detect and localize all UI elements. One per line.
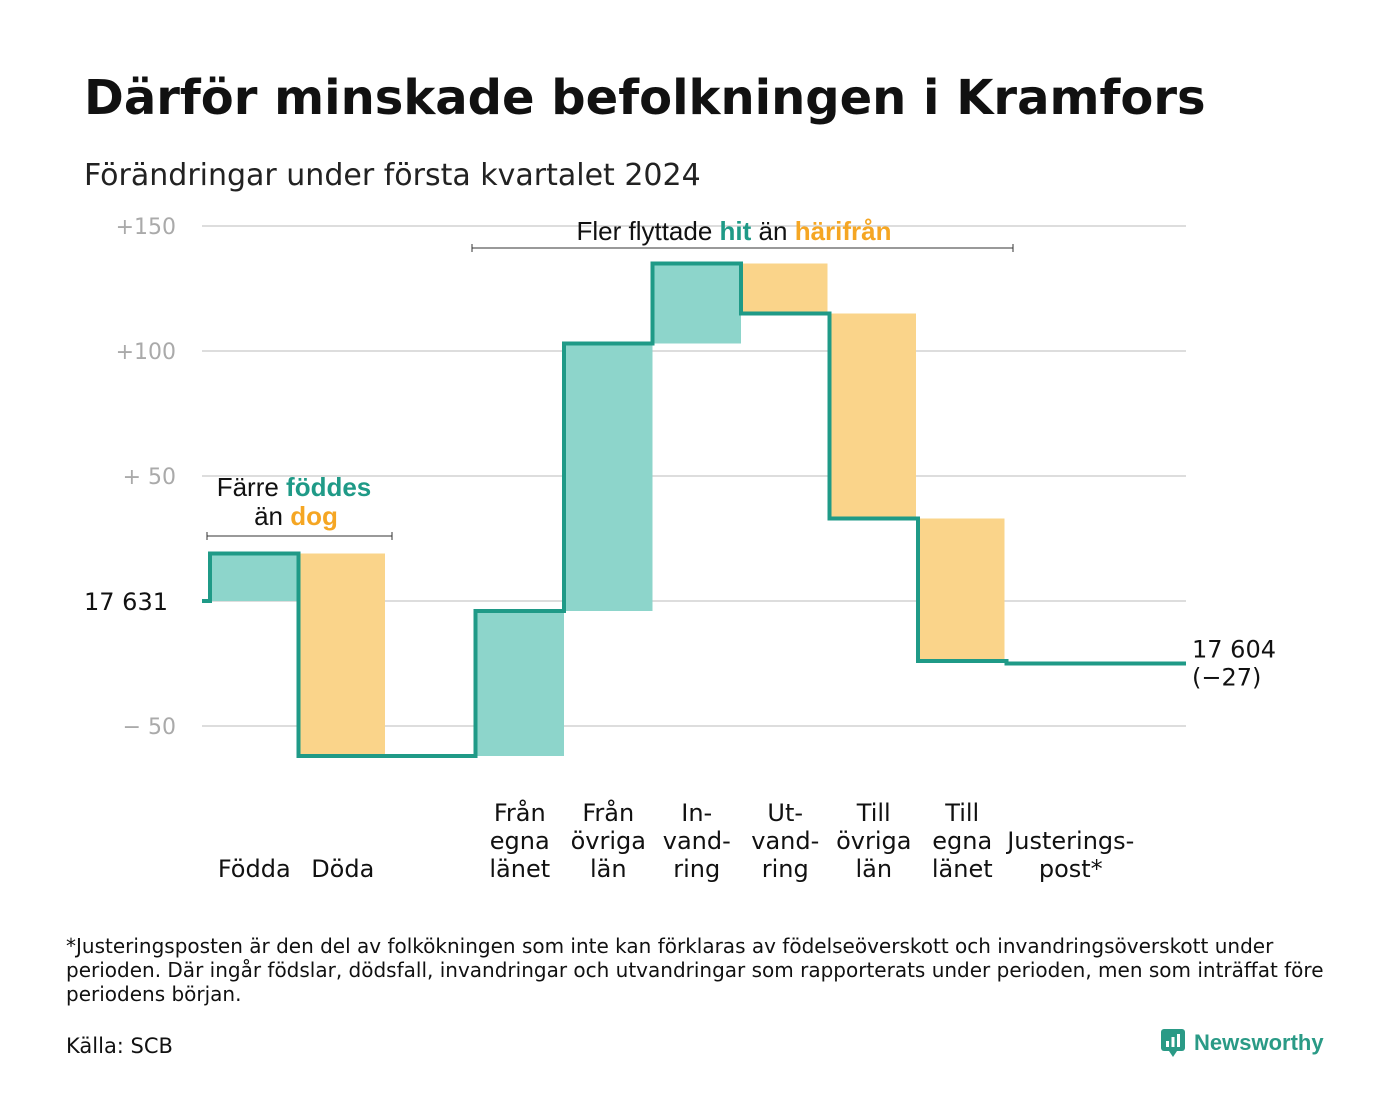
- brand-name: Newsworthy: [1194, 1030, 1324, 1055]
- category-label: egna: [490, 827, 550, 855]
- bar-chart-badge-icon: [1161, 1029, 1185, 1057]
- category-label: Ut-: [767, 799, 803, 827]
- migration-bracket: [471, 244, 1014, 252]
- migration-annotation: Fler flyttade hit än härifrån: [576, 216, 891, 246]
- category-label: ring: [673, 855, 720, 883]
- births-annotation-line-2: än dog: [254, 501, 338, 531]
- y-tick-label: +150: [116, 215, 176, 240]
- annotation-highlight-orange: dog: [290, 501, 338, 531]
- annotation-text: än: [254, 501, 290, 531]
- y-tick-label: − 50: [123, 715, 176, 740]
- annotation-highlight-orange: härifrån: [795, 216, 892, 246]
- category-label: post*: [1039, 855, 1103, 883]
- y-tick-label: + 50: [123, 465, 176, 490]
- category-label: Till: [856, 799, 891, 827]
- brand-logo: Newsworthy: [1160, 1028, 1324, 1058]
- category-label: Döda: [311, 855, 374, 883]
- end-value-label: 17 604: [1192, 636, 1276, 664]
- source-note: Källa: SCB: [66, 1034, 173, 1058]
- category-label: egna: [932, 827, 992, 855]
- category-label: vand-: [663, 827, 731, 855]
- cumulative-step-line: [202, 261, 1186, 758]
- category-label: länet: [489, 855, 550, 883]
- annotation-highlight-teal: hit: [720, 216, 752, 246]
- waterfall-chart: +150 +100 + 50 − 50 17 631 17 604(−27) Födda Dö…: [84, 215, 1276, 883]
- annotation-text: än: [751, 216, 794, 246]
- category-label: Från: [494, 798, 546, 827]
- category-label: In-: [681, 799, 712, 827]
- loss-bar: [743, 263, 828, 314]
- category-label: ring: [762, 855, 809, 883]
- gain-bar: [210, 553, 299, 601]
- y-tick-label: +100: [116, 340, 176, 365]
- end-change-label: (−27): [1192, 664, 1261, 692]
- loss-bar: [920, 518, 1005, 661]
- loss-bar: [831, 313, 916, 519]
- annotation-text: Färre: [217, 472, 286, 502]
- category-label: län: [590, 855, 627, 883]
- category-label: Från: [582, 798, 634, 827]
- category-label: länet: [932, 855, 993, 883]
- chart-title: Därför minskade befolkningen i Kramfors: [84, 70, 1206, 126]
- annotation-text: Fler flyttade: [576, 216, 719, 246]
- category-label: övriga: [836, 827, 911, 855]
- births-bracket: [206, 532, 393, 540]
- loss-bar: [300, 553, 385, 756]
- gain-bar: [475, 611, 564, 756]
- annotation-highlight-teal: föddes: [286, 472, 371, 502]
- category-label: vand-: [751, 827, 819, 855]
- footnote: *Justeringsposten är den del av folkökni…: [66, 934, 1324, 1006]
- category-label: Födda: [218, 855, 291, 883]
- category-label: Till: [944, 799, 979, 827]
- category-label: län: [855, 855, 892, 883]
- gain-bar: [564, 343, 653, 611]
- category-label: Justerings-: [1005, 827, 1134, 855]
- chart-subtitle: Förändringar under första kvartalet 2024: [84, 158, 701, 193]
- category-label: övriga: [571, 827, 646, 855]
- gain-bar: [652, 263, 741, 344]
- births-annotation-line-1: Färre föddes: [217, 472, 372, 502]
- start-value-label: 17 631: [84, 588, 168, 616]
